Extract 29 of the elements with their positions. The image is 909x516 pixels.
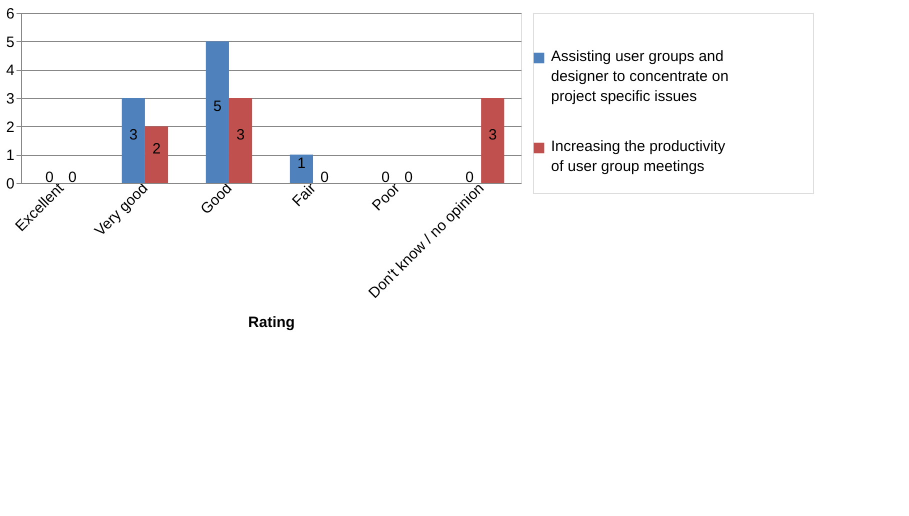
y-tick-label: 5 xyxy=(6,34,14,51)
data-label: 3 xyxy=(488,126,497,144)
bar xyxy=(122,98,145,183)
data-label: 0 xyxy=(381,169,390,186)
data-label: 1 xyxy=(297,154,306,172)
y-tick-label: 1 xyxy=(6,147,14,164)
data-label: 0 xyxy=(45,169,54,186)
x-tick-label: Fair xyxy=(289,180,320,210)
data-label: 3 xyxy=(129,126,138,144)
x-axis-title: Rating xyxy=(248,314,295,332)
data-label: 2 xyxy=(152,140,161,158)
bar xyxy=(144,126,168,183)
y-tick-label: 6 xyxy=(6,6,14,22)
bar xyxy=(290,154,314,183)
data-label: 0 xyxy=(320,169,329,186)
bar xyxy=(481,98,504,183)
data-label: 0 xyxy=(404,169,413,186)
bar xyxy=(206,41,229,183)
y-tick-label: 3 xyxy=(6,90,14,108)
legend-label: Increasing the productivity of user group meetings xyxy=(551,138,726,175)
data-label: 5 xyxy=(213,98,222,116)
data-label: 0 xyxy=(68,169,77,186)
y-tick-label: 2 xyxy=(6,118,14,136)
data-label: 3 xyxy=(236,126,245,144)
y-tick-label: 4 xyxy=(6,62,14,80)
y-tick-label: 0 xyxy=(6,176,14,192)
bar xyxy=(228,98,252,183)
data-label: 0 xyxy=(465,169,474,186)
legend-label: Assisting user groups and designer to concentrate on project specific issues xyxy=(551,48,729,105)
